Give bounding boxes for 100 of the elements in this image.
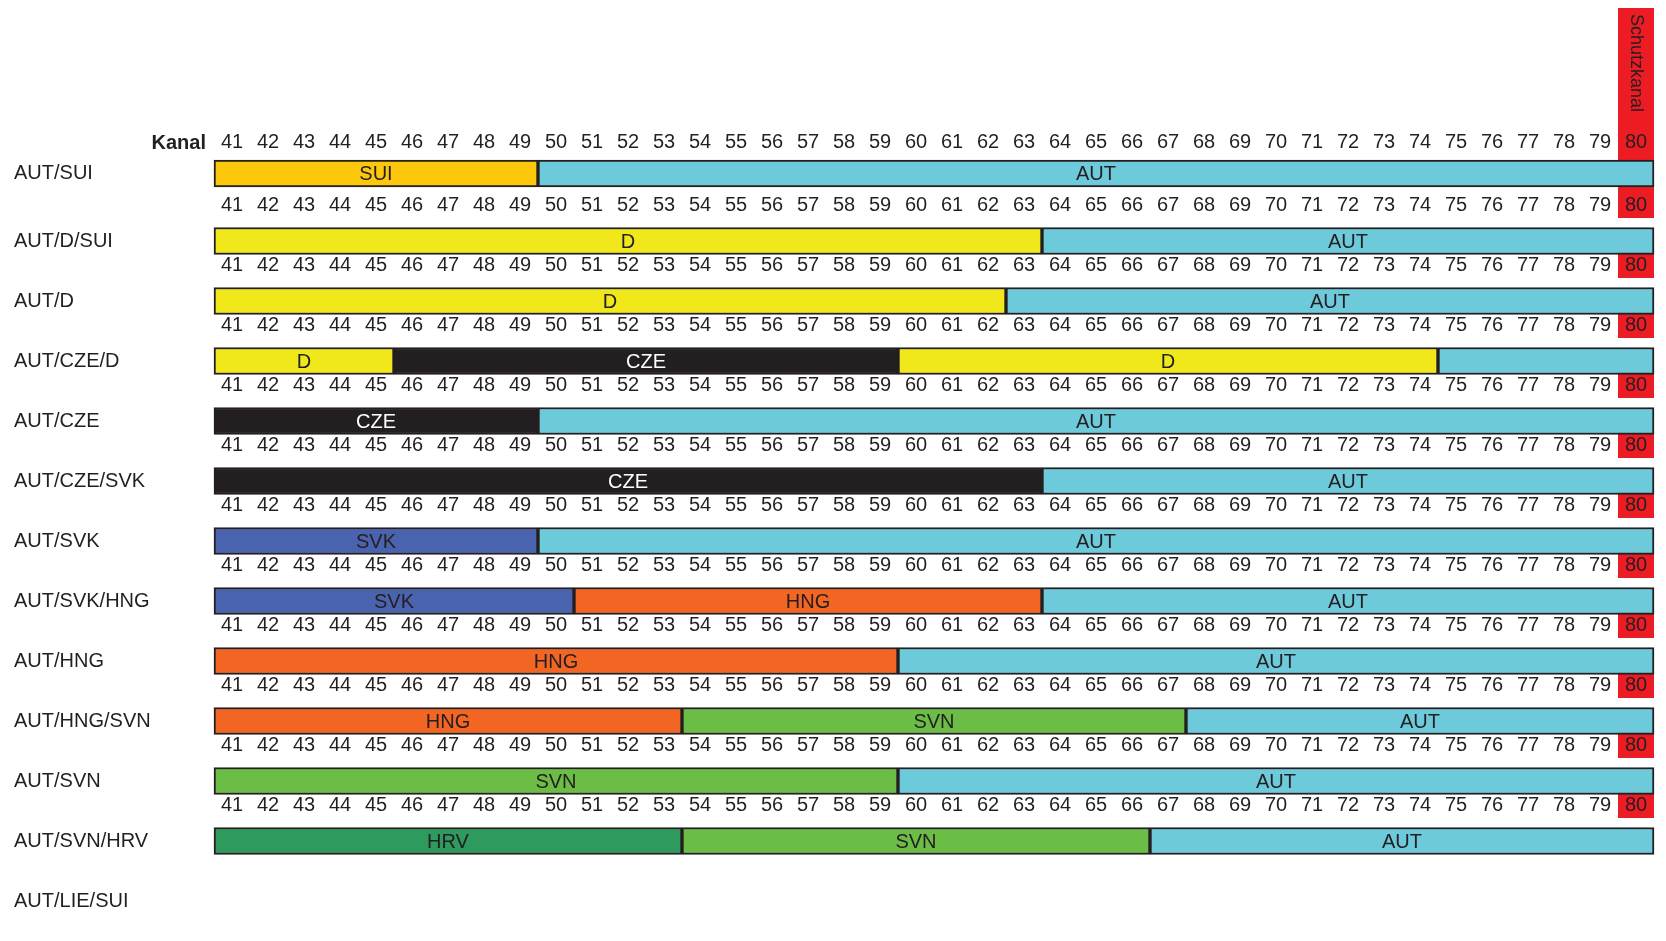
y-tick-label: AUT/D/SUI (14, 228, 113, 251)
x-tick-label: 41 (220, 372, 244, 395)
x-tick-label: 71 (1300, 372, 1324, 395)
x-tick-label: 64 (1048, 192, 1072, 215)
x2-tick-label: 54 (688, 129, 712, 152)
x-tick-label: 80 (1624, 252, 1648, 275)
y-tick-label: AUT/CZE/D (14, 348, 120, 371)
x-tick-label: 43 (292, 672, 316, 695)
x-tick-label: 71 (1300, 732, 1324, 755)
x-tick-label: 79 (1588, 672, 1612, 695)
x-tick-label: 76 (1480, 732, 1504, 755)
y-tick-label: AUT/HNG/SVN (14, 708, 151, 731)
x-tick-label: 66 (1120, 252, 1144, 275)
x-tick-label: 67 (1156, 252, 1180, 275)
x-tick-label: 42 (256, 372, 280, 395)
x-tick-label: 76 (1480, 432, 1504, 455)
x-tick-label: 66 (1120, 672, 1144, 695)
x-tick-label: 46 (400, 552, 424, 575)
x-tick-label: 70 (1264, 792, 1288, 815)
x-tick-label: 47 (436, 372, 460, 395)
x-tick-label: 43 (292, 612, 316, 635)
x-tick-label: 79 (1588, 492, 1612, 515)
data-label: AUT (1400, 709, 1440, 732)
x-tick-label: 69 (1228, 672, 1252, 695)
x-tick-label: 53 (652, 792, 676, 815)
x-tick-label: 73 (1372, 312, 1396, 335)
x-tick-label: 52 (616, 612, 640, 635)
x-tick-label: 47 (436, 552, 460, 575)
x-tick-label: 72 (1336, 612, 1360, 635)
x-tick-label: 79 (1588, 552, 1612, 575)
x-tick-label: 41 (220, 432, 244, 455)
x-tick-label: 66 (1120, 432, 1144, 455)
x2-tick-label: 68 (1192, 129, 1216, 152)
x-tick-label: 48 (472, 612, 496, 635)
x-tick-label: 42 (256, 492, 280, 515)
x-tick-label: 76 (1480, 312, 1504, 335)
y-tick-label: AUT/HNG (14, 648, 104, 671)
x-tick-label: 60 (904, 732, 928, 755)
x-tick-label: 74 (1408, 192, 1432, 215)
x-tick-label: 66 (1120, 492, 1144, 515)
x-tick-label: 80 (1624, 612, 1648, 635)
x-tick-label: 53 (652, 432, 676, 455)
x-tick-label: 62 (976, 552, 1000, 575)
x2-tick-label: 60 (904, 129, 928, 152)
y-tick-label: AUT/CZE (14, 408, 100, 431)
x2-tick-label: 70 (1264, 129, 1288, 152)
data-label: AUT (1382, 829, 1422, 852)
x-tick-label: 62 (976, 732, 1000, 755)
x-tick-label: 75 (1444, 492, 1468, 515)
x-tick-label: 66 (1120, 552, 1144, 575)
x2-tick-label: 51 (580, 129, 604, 152)
x2-tick-label: 45 (364, 129, 388, 152)
x2-tick-label: 75 (1444, 129, 1468, 152)
x-tick-label: 65 (1084, 492, 1108, 515)
x-tick-label: 53 (652, 192, 676, 215)
x2-tick-label: 78 (1552, 129, 1576, 152)
x-tick-label: 69 (1228, 792, 1252, 815)
x-tick-label: 41 (220, 612, 244, 635)
x-tick-label: 61 (940, 492, 964, 515)
x-tick-label: 72 (1336, 732, 1360, 755)
x-tick-label: 41 (220, 252, 244, 275)
data-label: CZE (608, 469, 648, 492)
x-tick-label: 56 (760, 612, 784, 635)
x-tick-label: 48 (472, 492, 496, 515)
x-tick-label: 72 (1336, 192, 1360, 215)
x-tick-label: 55 (724, 612, 748, 635)
x-tick-label: 69 (1228, 312, 1252, 335)
data-label: SVN (535, 769, 577, 792)
x-tick-label: 69 (1228, 432, 1252, 455)
x-tick-label: 78 (1552, 432, 1576, 455)
x-tick-label: 45 (364, 192, 388, 215)
x-tick-label: 41 (220, 192, 244, 215)
x-tick-label: 49 (508, 372, 532, 395)
x-tick-label: 63 (1012, 672, 1036, 695)
x-tick-label: 75 (1444, 432, 1468, 455)
x-tick-label: 71 (1300, 792, 1324, 815)
x-tick-label: 70 (1264, 192, 1288, 215)
x-tick-label: 72 (1336, 552, 1360, 575)
data-label: AUT (1076, 409, 1116, 432)
x-tick-label: 48 (472, 792, 496, 815)
x-tick-label: 62 (976, 612, 1000, 635)
x-tick-label: 62 (976, 192, 1000, 215)
x-tick-label: 68 (1192, 612, 1216, 635)
x-tick-label: 50 (544, 312, 568, 335)
x-tick-label: 56 (760, 792, 784, 815)
x-tick-label: 52 (616, 492, 640, 515)
x-tick-label: 51 (580, 252, 604, 275)
x-tick-label: 58 (832, 552, 856, 575)
x-tick-label: 49 (508, 252, 532, 275)
x-tick-label: 62 (976, 252, 1000, 275)
x-tick-label: 47 (436, 792, 460, 815)
x-tick-label: 78 (1552, 672, 1576, 695)
x-tick-label: 49 (508, 792, 532, 815)
x-tick-label: 42 (256, 252, 280, 275)
x-tick-label: 73 (1372, 732, 1396, 755)
x-tick-label: 43 (292, 792, 316, 815)
x2-tick-label: 66 (1120, 129, 1144, 152)
x-tick-label: 73 (1372, 612, 1396, 635)
x-tick-label: 52 (616, 372, 640, 395)
x-tick-label: 45 (364, 732, 388, 755)
